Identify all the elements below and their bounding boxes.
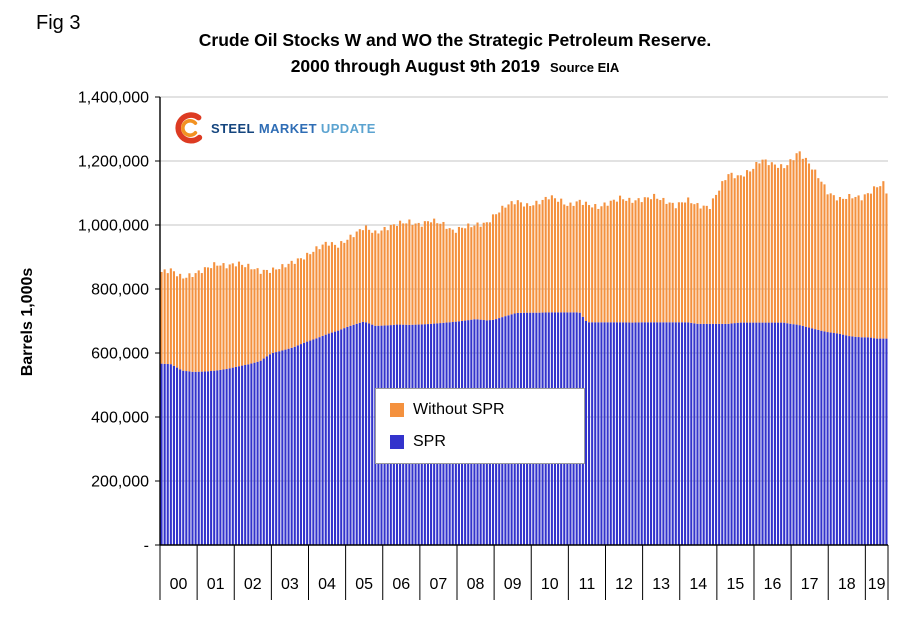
svg-text:11: 11 xyxy=(579,576,596,593)
svg-text:1,400,000: 1,400,000 xyxy=(78,90,149,107)
legend-label-without-spr: Without SPR xyxy=(413,401,505,418)
svg-text:16: 16 xyxy=(764,576,782,593)
svg-text:600,000: 600,000 xyxy=(91,346,149,363)
logo-word-market: MARKET xyxy=(258,120,317,136)
logo-word-steel: STEEL xyxy=(211,120,255,136)
svg-text:03: 03 xyxy=(281,576,299,593)
svg-text:13: 13 xyxy=(652,576,670,593)
svg-text:200,000: 200,000 xyxy=(91,474,149,491)
svg-text:05: 05 xyxy=(355,576,373,593)
svg-text:12: 12 xyxy=(615,576,633,593)
title-block: Crude Oil Stocks W and WO the Strategic … xyxy=(0,30,910,77)
svg-text:06: 06 xyxy=(392,576,410,593)
svg-text:07: 07 xyxy=(430,576,448,593)
svg-text:04: 04 xyxy=(318,576,336,593)
svg-text:10: 10 xyxy=(541,576,559,593)
svg-text:1,000,000: 1,000,000 xyxy=(78,218,149,235)
svg-text:17: 17 xyxy=(801,576,819,593)
svg-text:1,200,000: 1,200,000 xyxy=(78,154,149,171)
svg-text:14: 14 xyxy=(689,576,707,593)
svg-text:400,000: 400,000 xyxy=(91,410,149,427)
logo-word-update: UPDATE xyxy=(320,120,376,136)
legend-item-without-spr: Without SPR xyxy=(390,401,570,419)
svg-text:01: 01 xyxy=(207,576,225,593)
svg-text:19: 19 xyxy=(868,576,886,593)
legend-item-spr: SPR xyxy=(390,433,570,451)
chart-subtitle-row: 2000 through August 9th 2019 Source EIA xyxy=(0,56,910,77)
svg-text:02: 02 xyxy=(244,576,262,593)
chart-legend: Without SPR SPR xyxy=(375,388,585,464)
svg-text:00: 00 xyxy=(170,576,188,593)
smu-logo-text: STEEL MARKET UPDATE xyxy=(211,121,376,136)
svg-text:08: 08 xyxy=(467,576,485,593)
figure-label: Fig 3 xyxy=(36,12,81,34)
smu-logo: STEEL MARKET UPDATE xyxy=(172,112,376,144)
legend-label-spr: SPR xyxy=(413,433,446,450)
smu-logo-swoosh-icon xyxy=(175,112,203,144)
chart-subtitle: 2000 through August 9th 2019 xyxy=(290,56,540,76)
svg-text:-: - xyxy=(144,538,149,555)
chart-title: Crude Oil Stocks W and WO the Strategic … xyxy=(198,30,712,50)
svg-text:18: 18 xyxy=(838,576,856,593)
chart-source: Source EIA xyxy=(549,60,620,75)
legend-swatch-without-spr xyxy=(390,403,404,417)
svg-text:800,000: 800,000 xyxy=(91,282,149,299)
legend-swatch-spr xyxy=(390,435,404,449)
svg-text:09: 09 xyxy=(504,576,522,593)
svg-text:15: 15 xyxy=(727,576,745,593)
stacked-bar-chart: - 200,000 400,000 600,000 800,000 1,000,000 1,… xyxy=(78,90,889,600)
